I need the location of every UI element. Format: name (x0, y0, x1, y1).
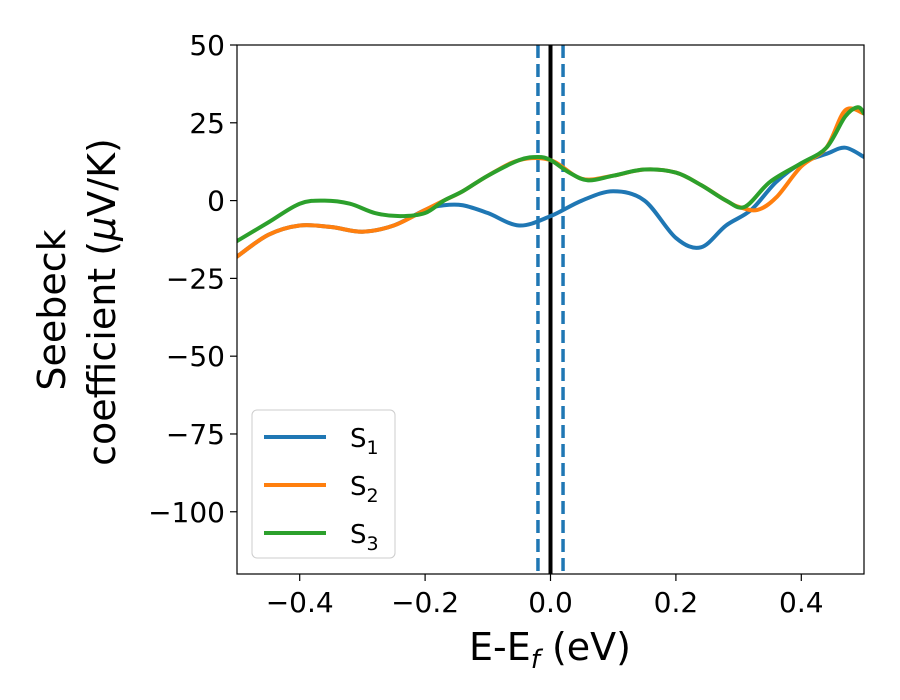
x-axis-label: E-Ef (eV) (469, 625, 631, 675)
legend-label-s1: S1 (350, 424, 379, 459)
y-tick-label: 25 (189, 107, 225, 140)
x-axis-ticks: −0.4 −0.2 0.0 0.2 0.4 (266, 574, 824, 619)
x-tick-label: −0.2 (391, 586, 459, 619)
x-tick-label: −0.4 (266, 586, 334, 619)
y-tick-label: −75 (166, 418, 225, 451)
fermi-level-lines (536, 45, 565, 574)
y-tick-label: −50 (166, 340, 225, 373)
y-axis-label-line2: coefficient (μV/K) (80, 138, 124, 466)
y-axis-label-line1: Seebeck (30, 229, 74, 390)
series-line-s3 (237, 105, 864, 244)
y-tick-label: −100 (148, 496, 225, 529)
x-tick-label: 0.4 (779, 586, 824, 619)
legend: S1 S2 S3 (251, 409, 396, 559)
y-tick-label: −25 (166, 262, 225, 295)
x-tick-label: 0.2 (654, 586, 699, 619)
series-lines (237, 105, 864, 259)
y-axis-ticks: 50 25 0 −25 −50 −75 −100 (148, 29, 237, 529)
y-tick-label: 0 (207, 185, 225, 218)
x-tick-label: 0.0 (528, 586, 573, 619)
legend-label-s2: S2 (350, 472, 379, 507)
y-axis-label: Seebeck coefficient (μV/K) (30, 138, 124, 466)
y-tick-label: 50 (189, 29, 225, 62)
legend-label-s3: S3 (350, 520, 379, 555)
